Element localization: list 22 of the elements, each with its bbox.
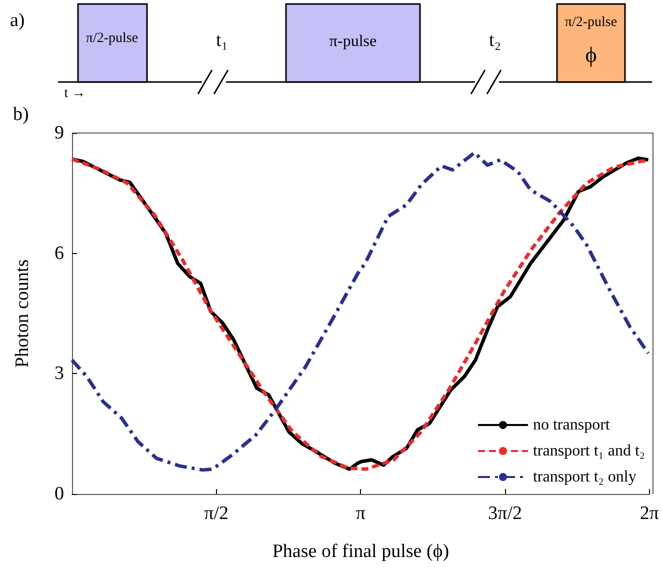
text: π-pulse xyxy=(329,33,377,50)
text: ϕ xyxy=(585,42,597,67)
y-tick-label: 9 xyxy=(54,122,64,144)
y-tick-label: 6 xyxy=(54,242,64,264)
x-tick-label: π/2 xyxy=(204,503,229,524)
legend-label: transport t₂ only xyxy=(532,468,636,486)
chart-title: b) xyxy=(13,104,29,125)
legend-label: no transport xyxy=(532,416,610,434)
y-tick-label: 3 xyxy=(54,363,64,384)
y-tick-label: 0 xyxy=(54,484,64,504)
y-axis-title: Photon counts xyxy=(12,259,33,368)
legend-label: transport t₁ and t₂ xyxy=(532,442,646,460)
text: π/2-pulse xyxy=(86,31,138,46)
x-tick-label: π xyxy=(356,503,366,524)
text: t₂ xyxy=(489,30,501,51)
text: a) xyxy=(10,10,25,31)
text: t₁ xyxy=(216,30,228,51)
x-tick-label: 2π xyxy=(640,503,660,524)
x-tick-label: 3π/2 xyxy=(488,503,522,524)
text: π/2-pulse xyxy=(564,15,618,30)
x-axis-title: Phase of final pulse (ϕ) xyxy=(272,541,450,562)
text: t → xyxy=(64,86,86,101)
